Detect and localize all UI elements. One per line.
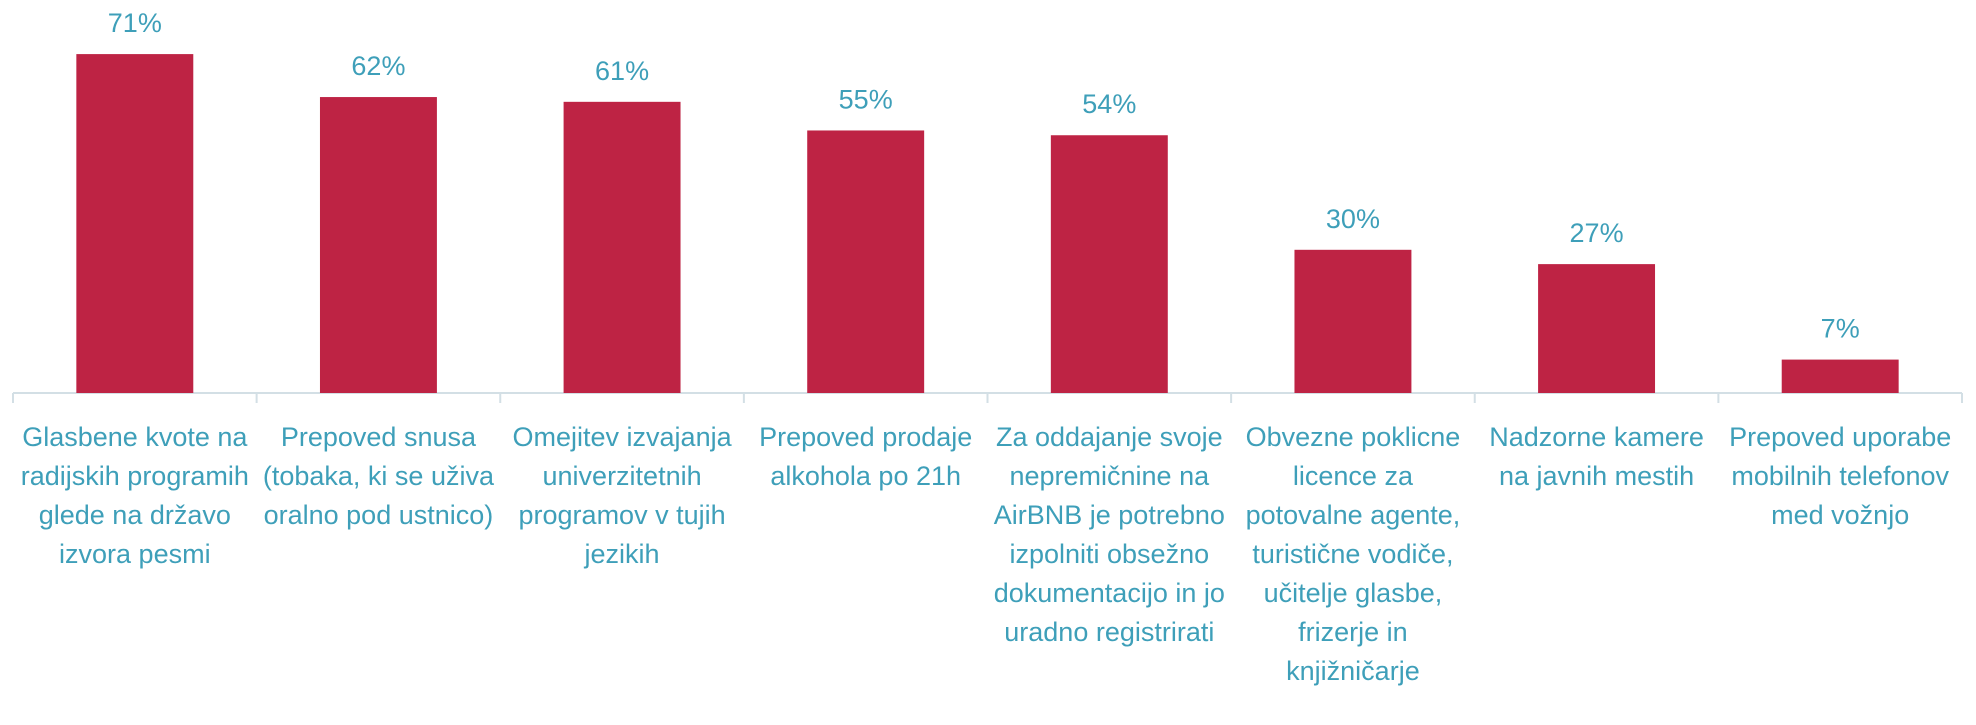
bar [1781, 359, 1899, 393]
x-tick-label: Omejitev izvajanja univerzitetnih progra… [512, 422, 732, 569]
x-tick-label: Prepoved uporabe mobilnih telefonov med … [1729, 422, 1952, 530]
value-label: 54% [1082, 89, 1136, 119]
value-label: 55% [839, 84, 893, 114]
bar [807, 130, 925, 393]
bar [563, 101, 681, 394]
value-label: 61% [595, 56, 649, 86]
x-tick-label: Prepoved snusa (tobaka, ki se uživa oral… [262, 422, 494, 530]
value-label: 71% [108, 8, 162, 38]
value-label: 30% [1326, 204, 1380, 234]
x-tick-label: Nadzorne kamere na javnih mestih [1489, 422, 1704, 491]
x-tick-label: Za oddajanje svoje nepremičnine na AirBN… [993, 422, 1225, 647]
bar [1050, 135, 1168, 394]
bar [76, 54, 194, 394]
x-tick-label: Glasbene kvote na radijskih programih gl… [20, 422, 249, 569]
bar [1538, 264, 1656, 393]
bar [1294, 249, 1412, 393]
x-tick-label: Obvezne poklicne licence za potovalne ag… [1245, 422, 1461, 686]
x-tick-label: Prepoved prodaje alkohola po 21h [759, 422, 973, 491]
bar [319, 97, 437, 393]
value-label: 62% [351, 51, 405, 81]
value-label: 27% [1570, 218, 1624, 248]
value-label: 7% [1821, 314, 1860, 344]
